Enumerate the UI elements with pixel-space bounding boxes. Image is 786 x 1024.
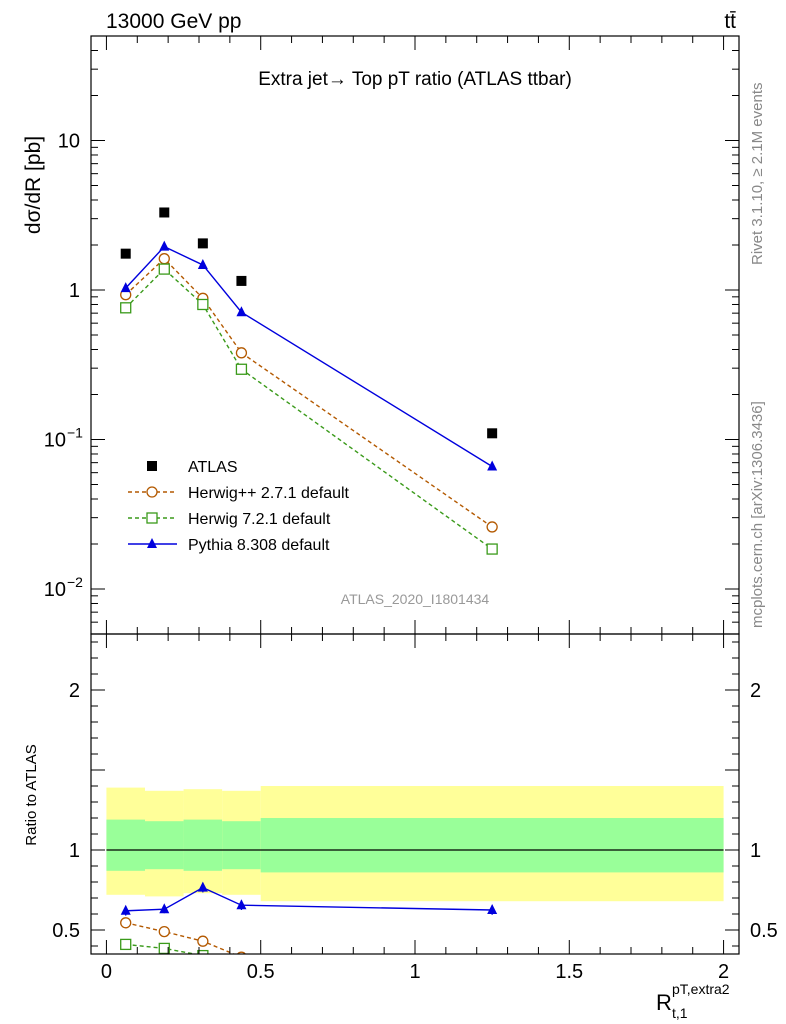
main-series-layer	[120, 207, 498, 555]
data-point	[158, 253, 170, 265]
legend-item: ATLAS	[147, 459, 238, 476]
band-green	[260, 818, 724, 873]
y-tick-label: 1	[69, 280, 80, 302]
data-point	[235, 363, 248, 375]
legend-label: Herwig++ 2.7.1 default	[188, 485, 350, 502]
ratio-y-tick-label: 2	[69, 680, 80, 702]
y-tick-label-exponent: −1	[67, 424, 83, 440]
data-point	[236, 306, 247, 317]
band-green	[222, 821, 261, 870]
legend-item: Herwig++ 2.7.1 default	[128, 485, 350, 502]
band-green	[183, 819, 223, 871]
data-point	[486, 543, 498, 555]
series-line	[125, 922, 236, 954]
series-herwig-7-2-1-default	[120, 938, 497, 988]
x-tick-label: 1.5	[555, 961, 583, 983]
y-tick-label: 10	[58, 130, 80, 152]
ratio-series-layer	[120, 881, 498, 988]
rivet-version-label: Rivet 3.1.10, ≥ 2.1M events	[749, 83, 766, 266]
analysis-label: ATLAS_2020_I1801434	[341, 591, 490, 607]
data-point	[486, 521, 498, 533]
legend-label: Herwig 7.2.1 default	[188, 511, 331, 528]
data-point	[146, 512, 158, 524]
data-point	[487, 428, 498, 439]
series-herwig-2-7-1-default	[120, 917, 497, 977]
data-point	[236, 963, 246, 973]
y-tick-label: 10	[44, 429, 66, 451]
data-point	[120, 904, 131, 915]
x-tick-label: 1	[409, 961, 420, 983]
process-label: tt̄	[724, 10, 736, 33]
data-point	[487, 460, 498, 471]
x-tick-label: 0.5	[247, 961, 275, 983]
data-point	[120, 917, 132, 929]
series-herwig-7-2-1-default	[120, 263, 498, 555]
data-point	[158, 263, 170, 275]
ratio-y-tick-label: 1	[69, 840, 80, 862]
x-tick-label: 0	[101, 961, 112, 983]
ratio-y-axis-label: Ratio to ATLAS	[23, 744, 40, 845]
legend-label: Pythia 8.308 default	[188, 537, 330, 554]
x-axis-label-sup: pT,extra2	[672, 981, 730, 997]
series-pythia-8-308-default	[120, 881, 498, 916]
ratio-uncertainty-bands	[106, 786, 724, 902]
data-point	[487, 978, 497, 988]
x-tick-label: 2	[718, 961, 729, 983]
data-point	[487, 904, 498, 914]
ratio-y-tick-label: 1	[750, 840, 761, 862]
y-tick-label-exponent: −2	[67, 574, 83, 590]
data-point	[120, 248, 131, 259]
series-line	[125, 245, 493, 468]
data-point	[159, 903, 170, 914]
x-axis-label: R pT,extra2 t,1	[656, 981, 730, 1021]
legend-item: Pythia 8.308 default	[128, 537, 330, 554]
data-point	[159, 240, 170, 251]
main-y-axis-label: dσ/dR [pb]	[22, 136, 45, 234]
data-point	[236, 899, 247, 910]
series-line	[125, 268, 493, 550]
data-point	[159, 207, 170, 218]
data-point	[197, 949, 209, 954]
ratio-y-tick-label: 0.5	[750, 920, 778, 942]
data-point	[120, 282, 131, 293]
legend: ATLAS Herwig++ 2.7.1 default Herwig 7.2.1 …	[128, 459, 350, 554]
x-axis-label-sub: t,1	[672, 1005, 688, 1021]
data-point	[197, 298, 209, 311]
data-point	[235, 347, 248, 359]
data-point	[147, 461, 157, 471]
ratio-y-tick-label: 0.5	[52, 920, 80, 942]
data-point	[120, 938, 132, 951]
data-point	[487, 967, 497, 977]
data-point	[236, 275, 247, 286]
data-point	[146, 486, 158, 498]
data-point	[197, 935, 209, 947]
legend-label: ATLAS	[188, 459, 238, 476]
data-point	[120, 302, 132, 314]
series-pythia-8-308-default	[120, 240, 498, 471]
ratio-y-tick-label: 2	[750, 680, 761, 702]
data-point	[158, 925, 170, 938]
y-tick-label: 10	[44, 579, 66, 601]
x-axis-label-main: R	[656, 990, 672, 1015]
data-point	[197, 881, 208, 892]
series-line	[125, 943, 199, 954]
series-atlas	[120, 207, 498, 439]
energy-label: 13000 GeV pp	[106, 10, 241, 33]
band-green	[145, 821, 184, 870]
legend-item: Herwig 7.2.1 default	[128, 511, 331, 528]
data-point	[197, 238, 208, 249]
mcplots-label: mcplots.cern.ch [arXiv:1306.3436]	[749, 401, 766, 628]
data-point	[147, 538, 157, 548]
data-point	[197, 258, 208, 269]
band-green	[106, 819, 145, 871]
plot-title: Extra jet→ Top pT ratio (ATLAS ttbar)	[258, 69, 572, 90]
